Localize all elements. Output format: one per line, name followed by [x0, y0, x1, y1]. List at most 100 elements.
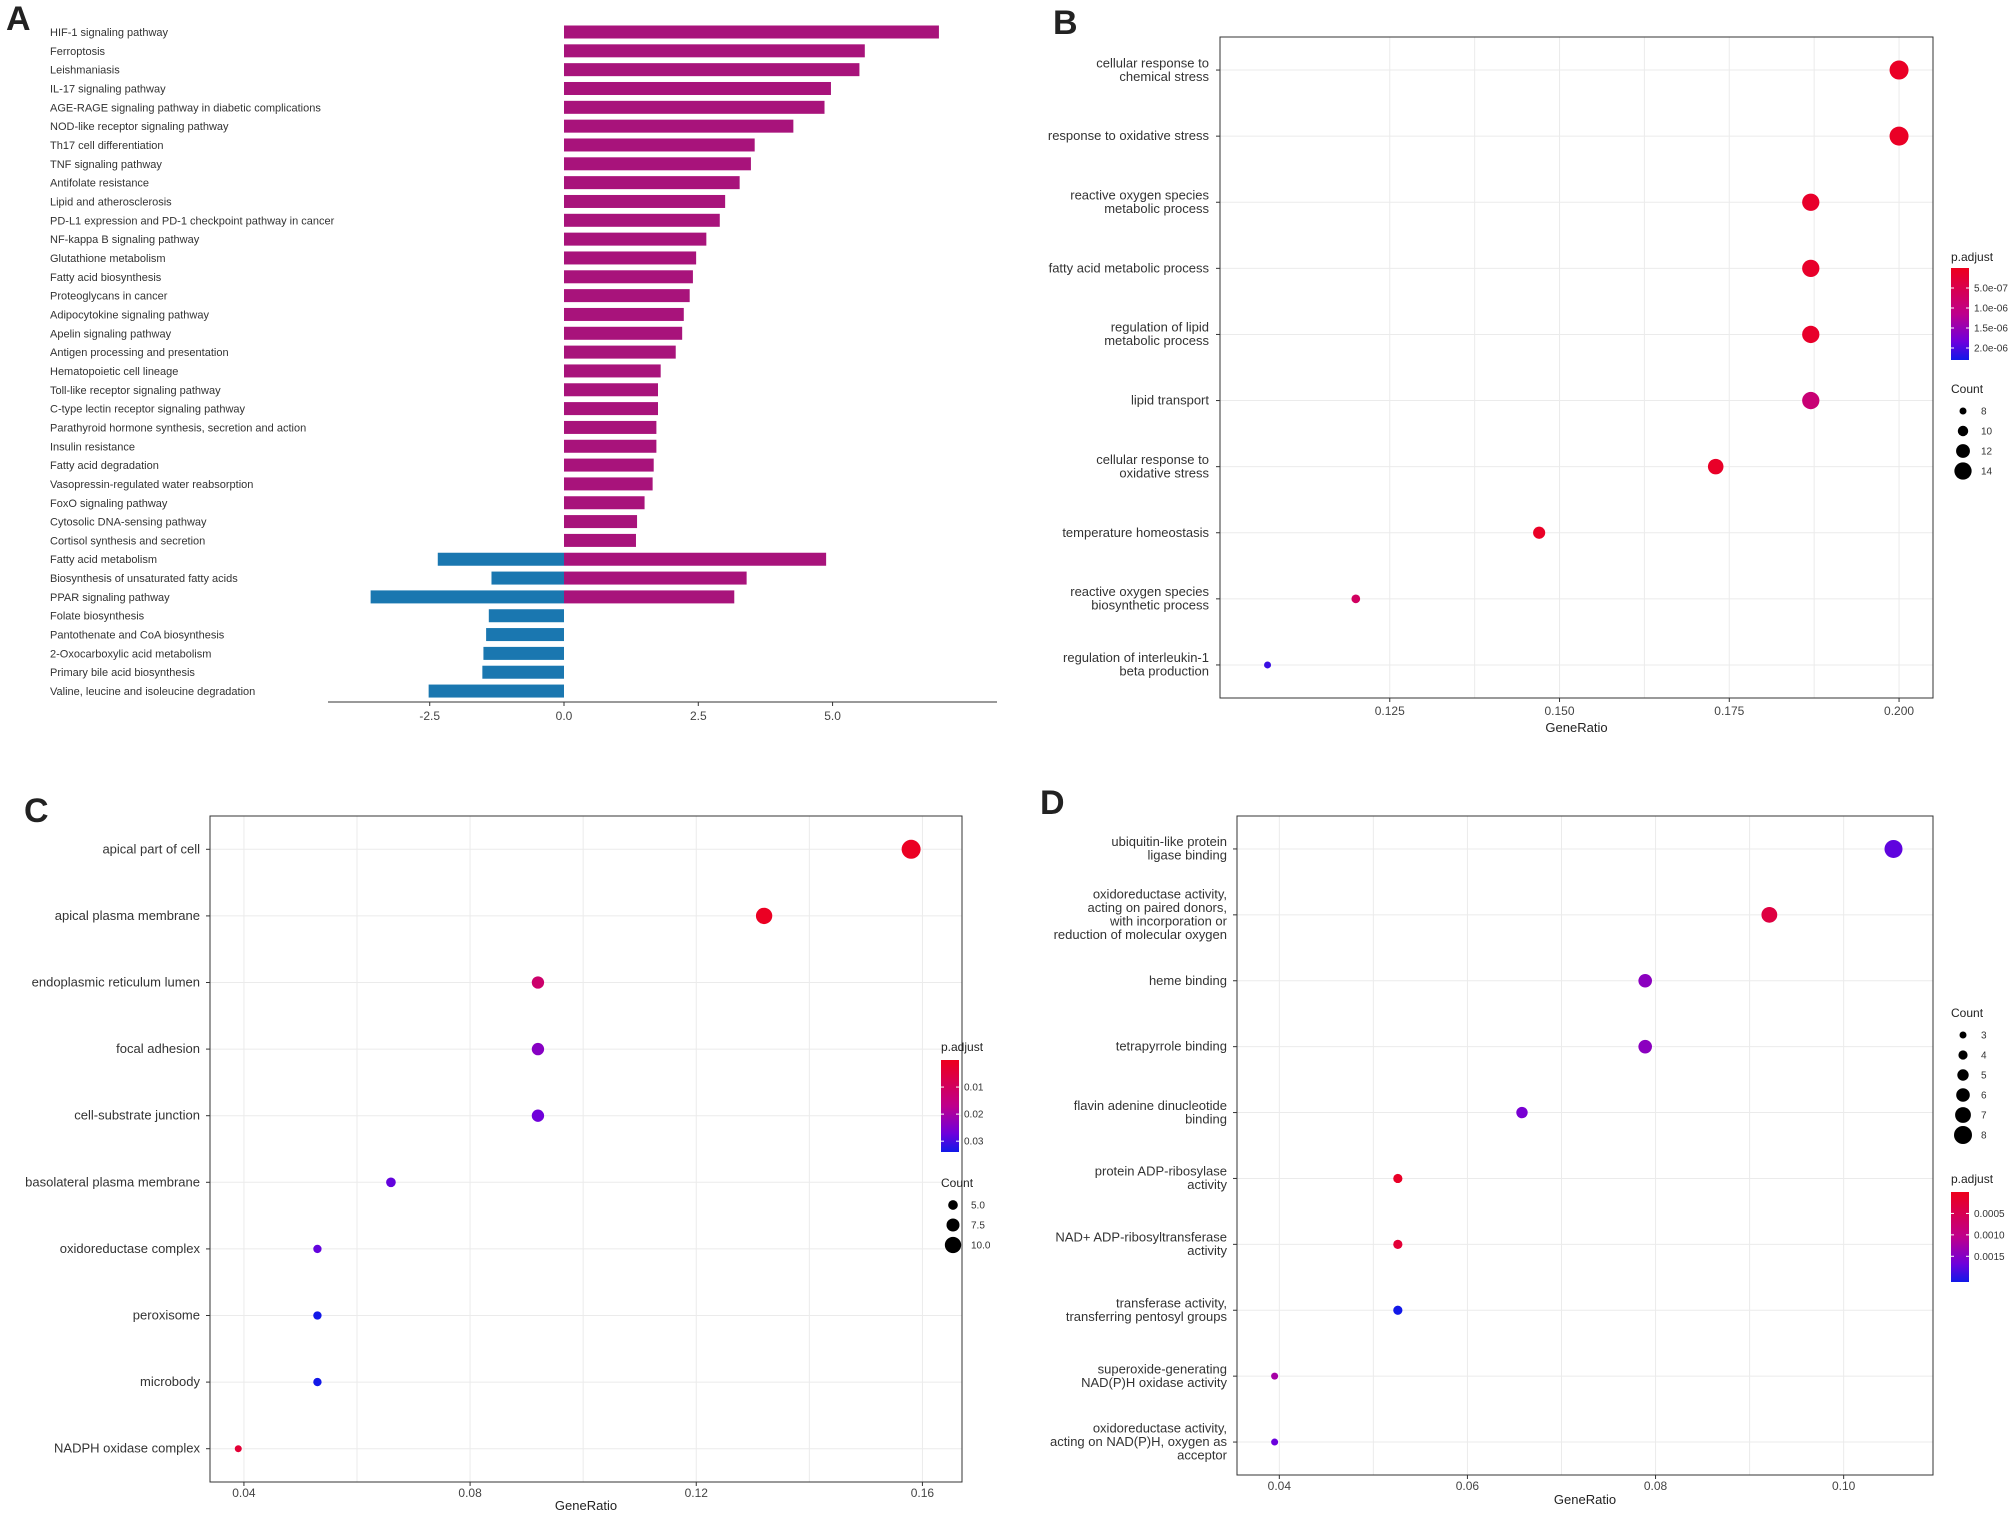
bar-positive [564, 477, 653, 491]
bar-negative [488, 609, 564, 623]
category-label: regulation of interleukin-1 beta producti… [1063, 650, 1209, 679]
category-label: protein ADP-ribosylase activity [1095, 1164, 1228, 1193]
data-point [1802, 325, 1820, 344]
bar-positive [564, 458, 654, 472]
category-label: oxidoreductase activity, acting on NAD(P)… [1050, 1421, 1228, 1463]
category-label: cell-substrate junction [74, 1108, 200, 1123]
size-legend-label: 10.0 [971, 1241, 991, 1252]
category-label: superoxide-generating NAD(P)H oxidase act… [1081, 1361, 1227, 1390]
category-label: AGE-RAGE signaling pathway in diabetic c… [50, 102, 321, 114]
bar-positive [564, 571, 747, 585]
category-label: oxidoreductase activity, acting on paired… [1054, 887, 1228, 943]
bar-positive [564, 270, 693, 284]
bar-positive [564, 590, 735, 604]
category-label: Lipid and atherosclerosis [50, 196, 172, 208]
bar-positive [564, 326, 683, 340]
x-tick-label: 0.0 [556, 709, 573, 723]
data-point [1264, 661, 1272, 669]
bar-positive [564, 533, 636, 547]
category-label: microbody [140, 1374, 200, 1389]
size-legend-dot [1954, 462, 1972, 480]
category-label: Folate biosynthesis [50, 611, 145, 623]
bar-positive [564, 345, 676, 359]
colorbar-label: 0.01 [964, 1083, 984, 1094]
bar-positive [564, 383, 658, 397]
category-label: PPAR signaling pathway [50, 592, 170, 604]
size-legend-label: 8 [1981, 1131, 1987, 1142]
x-axis-title: GeneRatio [555, 1498, 617, 1513]
data-point [1393, 1305, 1403, 1315]
x-tick-label: -2.5 [419, 709, 440, 723]
legend-color-title: p.adjust [941, 1040, 984, 1054]
panel-label-b: B [1053, 4, 1078, 42]
x-tick-label: 0.08 [1644, 1479, 1668, 1493]
data-point [1761, 906, 1778, 923]
x-tick-label: 0.08 [458, 1486, 482, 1500]
bar-positive [564, 25, 939, 39]
data-point [1393, 1239, 1403, 1249]
x-tick-label: 5.0 [824, 709, 841, 723]
category-label: Toll-like receptor signaling pathway [50, 385, 221, 397]
category-label: IL-17 signaling pathway [50, 83, 166, 95]
category-label: flavin adenine dinucleotide binding [1074, 1098, 1227, 1127]
bar-positive [564, 81, 831, 95]
data-point [1351, 594, 1361, 604]
data-point [1271, 1438, 1279, 1446]
category-label: Proteoglycans in cancer [50, 291, 168, 303]
category-label: HIF-1 signaling pathway [50, 27, 169, 39]
size-legend-label: 7 [1981, 1111, 1987, 1122]
category-label: basolateral plasma membrane [25, 1174, 200, 1189]
colorbar-label: 1.0e-06 [1974, 304, 2008, 315]
bar-positive [564, 552, 827, 566]
data-point [313, 1311, 322, 1320]
data-point [1533, 526, 1546, 539]
size-legend-dot [1954, 1126, 1972, 1144]
category-label: apical plasma membrane [55, 908, 200, 923]
category-label: fatty acid metabolic process [1049, 260, 1210, 275]
category-label: heme binding [1149, 973, 1227, 988]
bar-positive [564, 307, 684, 321]
legend-size-title: Count [1951, 1006, 1984, 1020]
x-tick-label: 0.06 [1456, 1479, 1480, 1493]
colorbar-label: 0.0010 [1974, 1230, 2005, 1241]
category-label: Th17 cell differentiation [50, 140, 164, 152]
bar-positive [564, 194, 726, 208]
data-point [1516, 1106, 1528, 1119]
category-label: focal adhesion [116, 1041, 200, 1056]
bar-positive [564, 119, 794, 133]
plot-frame [209, 815, 963, 1483]
category-label: Glutathione metabolism [50, 253, 166, 265]
category-label: transferase activity, transferring pentos… [1066, 1296, 1228, 1325]
x-tick-label: 0.12 [685, 1486, 709, 1500]
data-point [1271, 1372, 1279, 1380]
colorbar-label: 0.03 [964, 1137, 984, 1148]
panel-d-dot-plot: ubiquitin-like protein ligase binding oxid… [1050, 815, 2005, 1507]
data-point [531, 1042, 545, 1056]
colorbar-label: 0.02 [964, 1110, 984, 1121]
panel-label-c: C [24, 792, 49, 830]
x-tick-label: 0.175 [1714, 704, 1744, 718]
data-point [1707, 458, 1724, 475]
colorbar-label: 2.0e-06 [1974, 344, 2008, 355]
category-label: Parathyroid hormone synthesis, secretion… [50, 422, 306, 434]
plot-frame [1236, 815, 1934, 1476]
bar-negative [370, 590, 564, 604]
data-point [1638, 1039, 1652, 1054]
size-legend-dot [946, 1218, 960, 1232]
x-tick-label: 0.150 [1545, 704, 1575, 718]
category-label: reactive oxygen species metabolic process [1070, 188, 1209, 217]
category-label: Valine, leucine and isoleucine degradati… [50, 686, 255, 698]
category-label: Antigen processing and presentation [50, 347, 229, 359]
colorbar [1951, 268, 1969, 360]
bar-negative [483, 646, 564, 660]
panel-label-a: A [6, 0, 31, 38]
bar-positive [564, 232, 707, 246]
data-point [1638, 973, 1652, 988]
category-label: lipid transport [1131, 393, 1209, 408]
colorbar [941, 1060, 959, 1152]
category-label: Hematopoietic cell lineage [50, 366, 178, 378]
category-label: Adipocytokine signaling pathway [50, 309, 209, 321]
data-point [1889, 60, 1909, 80]
category-label: Fatty acid degradation [50, 460, 159, 472]
size-legend-label: 14 [1981, 467, 1993, 478]
